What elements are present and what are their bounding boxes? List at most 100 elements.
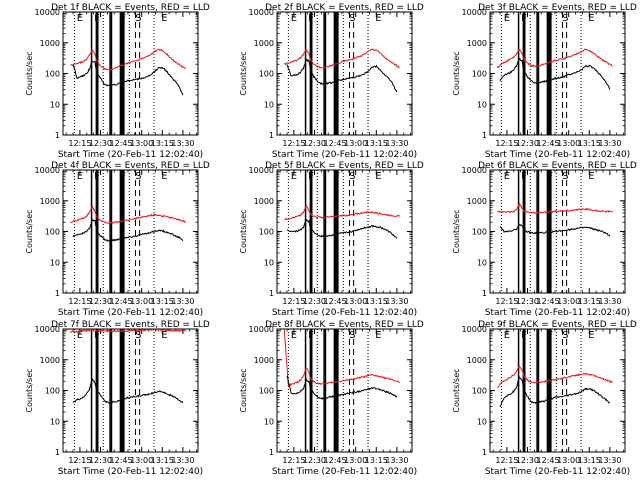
lld-series-line <box>70 205 186 225</box>
x-tick-label: 12:30 <box>516 456 539 465</box>
panel-title: Det 9f BLACK = Events, RED = LLD <box>478 320 637 330</box>
marker-letter: E <box>291 330 297 341</box>
y-tick-label: 10000 <box>35 8 60 17</box>
plot-frame <box>489 11 626 136</box>
marker-letter: F <box>547 330 553 341</box>
y-axis-label: Counts/sec <box>452 209 461 253</box>
y-axis-label: Counts/sec <box>239 51 248 95</box>
y-tick-label: 1000 <box>467 197 487 206</box>
y-tick-label: 10 <box>477 417 487 426</box>
marker-letter: E <box>375 330 381 341</box>
events-series-line <box>72 60 184 96</box>
marker-letter: E <box>588 330 594 341</box>
panel-4: Det 4f BLACK = Events, RED = LLD 1 10 100 10… <box>25 161 210 318</box>
marker-letter: F <box>308 330 314 341</box>
x-tick-label: 12:15 <box>68 456 91 465</box>
x-tick-label: 12:30 <box>303 297 326 306</box>
x-axis-label: Start Time (20-Feb-11 12:02:40) <box>58 467 203 477</box>
y-tick-label: 100 <box>45 70 60 79</box>
lld-series-line <box>284 48 400 69</box>
x-tick-label: 12:45 <box>110 456 133 465</box>
x-tick-label: 13:00 <box>130 139 153 148</box>
y-tick-label: 10000 <box>35 325 60 334</box>
marker-letter: F <box>521 171 527 182</box>
y-tick-label: 100 <box>259 228 274 237</box>
x-tick-label: 12:15 <box>282 456 305 465</box>
x-tick-label: 13:30 <box>385 456 408 465</box>
plot-frame <box>276 11 413 136</box>
y-tick-label: 1 <box>55 448 60 457</box>
marker-letter: S <box>349 13 355 24</box>
panel-title: Det 6f BLACK = Events, RED = LLD <box>478 161 637 171</box>
events-series-line <box>499 57 611 90</box>
marker-letter: F <box>547 171 553 182</box>
y-axis-label: Counts/sec <box>452 368 461 412</box>
x-tick-label: 13:15 <box>365 297 388 306</box>
x-tick-label: 12:45 <box>324 139 347 148</box>
marker-letter: F <box>308 13 314 24</box>
x-tick-label: 13:30 <box>171 139 194 148</box>
plot-frame <box>276 328 413 453</box>
panel-title: Det 5f BLACK = Events, RED = LLD <box>265 161 424 171</box>
marker-letter: F <box>120 13 126 24</box>
marker-letter: E <box>77 13 83 24</box>
x-tick-label: 13:30 <box>385 297 408 306</box>
marker-letter: E <box>504 13 510 24</box>
y-tick-label: 1 <box>55 131 60 140</box>
lld-series-line <box>496 48 613 69</box>
x-axis-label: Start Time (20-Feb-11 12:02:40) <box>272 150 417 160</box>
y-tick-label: 10 <box>50 258 60 267</box>
y-tick-label: 1000 <box>467 356 487 365</box>
y-tick-label: 10 <box>477 100 487 109</box>
marker-letter: E <box>161 330 167 341</box>
events-series-line <box>72 377 184 404</box>
panel-9: Det 9f BLACK = Events, RED = LLD 1 10 100 10… <box>452 320 637 477</box>
marker-letter: F <box>120 171 126 182</box>
x-tick-label: 13:15 <box>578 456 601 465</box>
x-tick-label: 13:15 <box>151 139 174 148</box>
panel-title: Det 2f BLACK = Events, RED = LLD <box>265 3 424 13</box>
marker-letter: E <box>77 171 83 182</box>
y-tick-label: 10000 <box>249 166 274 175</box>
events-series-line <box>286 58 398 93</box>
x-tick-label: 13:15 <box>151 456 174 465</box>
x-tick-label: 13:30 <box>598 139 621 148</box>
events-series-line <box>499 223 611 237</box>
lld-series-line <box>497 364 613 389</box>
plot-frame <box>489 328 626 453</box>
x-tick-label: 12:15 <box>282 297 305 306</box>
y-tick-label: 1000 <box>254 356 274 365</box>
x-axis-label: Start Time (20-Feb-11 12:02:40) <box>58 308 203 318</box>
y-tick-label: 100 <box>259 387 274 396</box>
y-tick-label: 1 <box>482 448 487 457</box>
marker-letter: F <box>547 13 553 24</box>
panel-1: Det 1f BLACK = Events, RED = LLD 1 10 100 10… <box>25 3 210 160</box>
events-series-line <box>72 218 184 242</box>
y-tick-label: 10 <box>264 100 274 109</box>
x-tick-label: 12:30 <box>89 139 112 148</box>
x-tick-label: 12:45 <box>324 456 347 465</box>
marker-letter: E <box>77 330 83 341</box>
marker-letter: S <box>562 13 568 24</box>
lld-series-line <box>497 201 613 215</box>
y-tick-label: 100 <box>472 228 487 237</box>
y-tick-label: 10000 <box>35 166 60 175</box>
x-tick-label: 12:15 <box>68 297 91 306</box>
x-tick-label: 13:15 <box>578 297 601 306</box>
marker-letter: S <box>349 171 355 182</box>
x-tick-label: 12:15 <box>282 139 305 148</box>
y-tick-label: 100 <box>45 387 60 396</box>
x-tick-label: 12:45 <box>537 139 560 148</box>
y-tick-label: 1 <box>269 448 274 457</box>
x-tick-label: 13:30 <box>598 297 621 306</box>
panel-8: Det 8f BLACK = Events, RED = LLD 1 10 100 10… <box>239 320 424 477</box>
marker-letter: E <box>588 171 594 182</box>
marker-letter: F <box>94 171 100 182</box>
x-tick-label: 12:30 <box>516 139 539 148</box>
